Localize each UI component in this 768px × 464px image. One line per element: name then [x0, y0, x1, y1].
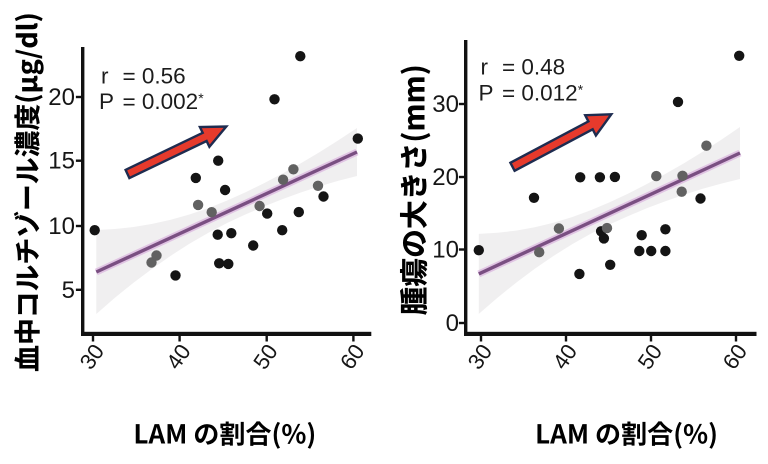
- svg-text:20: 20: [48, 84, 75, 111]
- svg-text:r: r: [101, 64, 109, 89]
- svg-text:r: r: [481, 55, 489, 80]
- svg-text:20: 20: [432, 164, 459, 191]
- svg-text:10: 10: [48, 213, 75, 240]
- svg-text:= 0.56: = 0.56: [123, 64, 186, 89]
- svg-text:= 0.002*: = 0.002*: [123, 89, 205, 114]
- svg-text:15: 15: [48, 148, 75, 175]
- svg-text:P: P: [99, 89, 114, 114]
- svg-text:10: 10: [432, 237, 459, 264]
- svg-text:P: P: [479, 81, 494, 106]
- svg-text:5: 5: [62, 277, 75, 304]
- svg-text:= 0.48: = 0.48: [502, 55, 565, 80]
- svg-text:= 0.012*: = 0.012*: [502, 81, 584, 106]
- svg-text:0: 0: [446, 310, 459, 337]
- svg-text:30: 30: [432, 91, 459, 118]
